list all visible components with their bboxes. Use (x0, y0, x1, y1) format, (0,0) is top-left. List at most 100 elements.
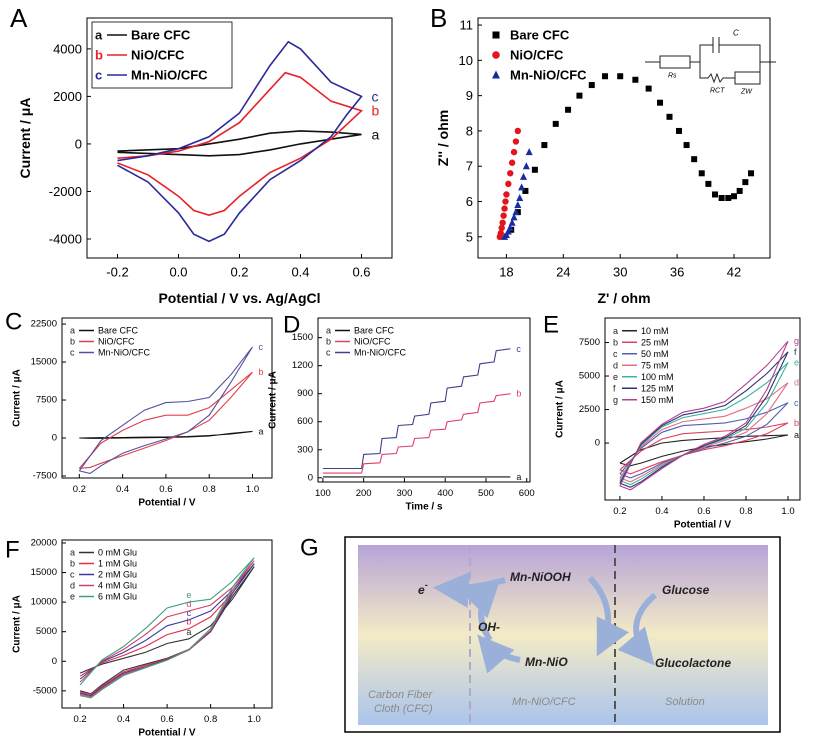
y-tick-label: 20000 (31, 537, 57, 548)
y-tick-label: 22500 (31, 319, 57, 330)
series-tag: c (516, 344, 521, 354)
region-label: Carbon Fiber (368, 689, 434, 701)
legend-label: 1 mM Glu (98, 559, 137, 569)
series-line (619, 402, 789, 479)
point (691, 156, 698, 163)
series-tag: c (187, 608, 192, 618)
y-tick-label: 10 (459, 53, 473, 68)
point (514, 127, 522, 135)
y-axis-title: Current / μA (268, 371, 279, 429)
legend-label: NiO/CFC (354, 337, 391, 347)
legend-label: 25 mM (641, 337, 669, 347)
series-line (117, 71, 364, 217)
x-tick-label: 42 (727, 265, 741, 280)
legend-tag: f (613, 383, 616, 393)
legend-tag: c (70, 348, 75, 358)
y-tick-label: 2000 (53, 89, 82, 104)
series-tag: a (259, 426, 264, 436)
point (512, 208, 520, 216)
point (683, 142, 690, 149)
inset-label: RCT (710, 88, 725, 95)
legend-label: NiO/CFC (98, 337, 135, 347)
series-tag: a (186, 627, 191, 637)
series-tag: c (372, 88, 379, 104)
legend-tag: b (613, 337, 618, 347)
y-tick-label: 9 (466, 88, 473, 103)
point (501, 205, 508, 212)
x-tick-label: 0.4 (655, 506, 668, 517)
point (541, 142, 548, 149)
legend-tag: c (70, 570, 75, 580)
x-tick-label: 0.6 (160, 714, 173, 725)
y-tick-label: 4000 (53, 41, 82, 56)
point (666, 113, 673, 120)
x-tick-label: 0.6 (352, 265, 370, 280)
point (705, 180, 712, 187)
y-tick-label: -2000 (49, 184, 82, 199)
legend-tag: d (70, 581, 75, 591)
panel-label: D (283, 312, 300, 339)
series-line (79, 560, 255, 698)
legend-tag: a (70, 548, 75, 558)
legend-tag: b (95, 48, 103, 63)
y-tick-label: 5000 (579, 371, 600, 382)
point (499, 219, 506, 226)
y-tick-label: 5 (466, 229, 473, 244)
legend-tag: a (95, 28, 103, 43)
legend-label: 125 mM (641, 383, 674, 393)
point (531, 166, 538, 173)
point (632, 76, 639, 83)
x-tick-label: 0.4 (291, 265, 309, 280)
x-tick-label: 0.0 (169, 265, 187, 280)
point (698, 170, 705, 177)
series-tag: e (186, 590, 191, 600)
circuit-wire (645, 44, 776, 84)
y-axis-title: Current / μA (555, 380, 566, 438)
point (748, 170, 755, 177)
legend-tag: e (613, 372, 618, 382)
y-tick-label: 5000 (36, 626, 57, 637)
series-line (78, 371, 253, 469)
point (565, 106, 572, 113)
series-line (619, 434, 789, 467)
series-tag: e (794, 358, 799, 368)
y-tick-label: -5000 (33, 685, 57, 696)
legend-label: 150 mM (641, 395, 674, 405)
region-label: Cloth (CFC) (374, 703, 433, 715)
x-tick-label: -0.2 (106, 265, 128, 280)
series-line (79, 563, 255, 697)
y-tick-label: 2500 (579, 404, 600, 415)
legend-label: Mn-NiO/CFC (354, 348, 406, 358)
series-line (79, 566, 255, 695)
y-tick-label: 8 (466, 123, 473, 138)
electron: e- (418, 580, 428, 597)
series-tag: b (516, 389, 521, 399)
x-tick-label: 0.2 (230, 265, 248, 280)
y-tick-label: -7500 (33, 470, 57, 481)
plot-frame (61, 317, 273, 479)
series-line (322, 393, 511, 474)
series-line (322, 348, 511, 470)
point (742, 179, 749, 186)
series-line (117, 40, 363, 243)
point (675, 127, 682, 134)
series-tag: b (794, 418, 799, 428)
point (505, 180, 512, 188)
legend-label: 100 mM (641, 372, 674, 382)
legend-label: Bare CFC (354, 326, 395, 336)
x-tick-label: 0.4 (116, 484, 129, 495)
point (497, 230, 504, 237)
point (520, 172, 528, 180)
region-label: Mn-NiO/CFC (512, 696, 576, 708)
legend-label: NiO/CFC (131, 48, 185, 63)
legend-label: 4 mM Glu (98, 581, 137, 591)
series-line (78, 346, 253, 474)
plot-frame (61, 539, 273, 709)
panel-label: A (10, 3, 28, 33)
legend-label: Mn-NiO/CFC (98, 348, 150, 358)
legend-marker (492, 70, 500, 79)
y-tick-label: 0 (52, 433, 57, 444)
x-axis-title: Z' / ohm (597, 290, 650, 306)
x-tick-label: 1.0 (781, 506, 794, 517)
